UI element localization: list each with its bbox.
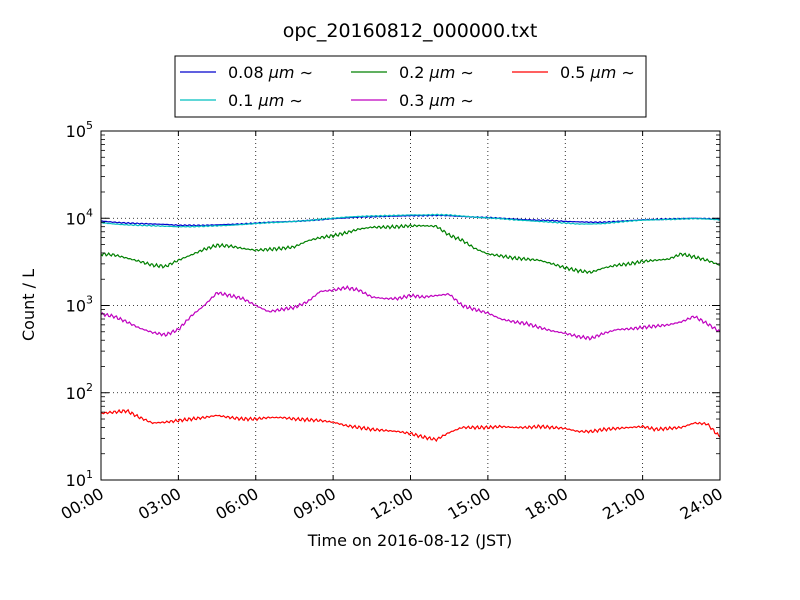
ticks <box>100 130 721 481</box>
series-line <box>100 213 721 228</box>
legend-label: 0.08 μm ∼ <box>228 63 313 82</box>
series-line <box>100 223 721 275</box>
legend-label: 0.1 μm ∼ <box>228 91 303 110</box>
series-layer <box>100 213 721 443</box>
legend-frame <box>174 55 647 118</box>
legend: 0.08 μm ∼ 0.1 μm ∼ 0.2 μm ∼ 0.3 μm ∼ 0.5 μm … <box>174 55 647 118</box>
legend-label: 0.3 μm ∼ <box>399 91 474 110</box>
y-axis-title: Count / L <box>19 269 38 341</box>
y-tick-label: 105 <box>66 119 93 141</box>
y-tick-label: 102 <box>66 381 93 403</box>
series-line <box>100 285 721 341</box>
y-tick-labels: 101 102 103 104 105 <box>66 119 93 490</box>
legend-label: 0.5 μm ∼ <box>560 63 635 82</box>
y-tick-label: 103 <box>66 294 93 316</box>
legend-label: 0.2 μm ∼ <box>399 63 474 82</box>
chart-title: opc_20160812_000000.txt <box>283 20 538 42</box>
y-tick-label: 104 <box>66 206 93 228</box>
x-axis-title: Time on 2016-08-12 (JST) <box>307 531 512 550</box>
series-line <box>100 408 721 443</box>
y-tick-label: 101 <box>66 468 93 490</box>
